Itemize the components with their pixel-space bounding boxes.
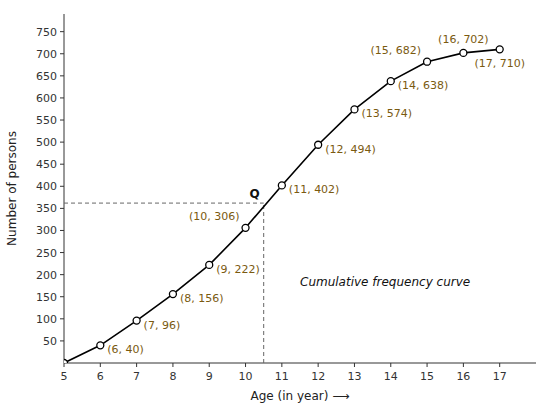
x-tick xyxy=(354,363,355,367)
point-marker xyxy=(242,224,249,231)
x-tick-label: 14 xyxy=(384,370,398,383)
y-tick-label: 350 xyxy=(36,202,57,215)
y-axis-label: Number of persons xyxy=(5,131,19,246)
guide-line-vertical xyxy=(263,203,264,363)
point-marker xyxy=(206,261,213,268)
data-label: (15, 682) xyxy=(370,44,421,57)
x-tick xyxy=(390,363,391,367)
x-tick-label: 11 xyxy=(275,370,289,383)
y-tick-label: 100 xyxy=(36,313,57,326)
y-tick xyxy=(60,208,64,209)
plot-area xyxy=(64,46,503,363)
y-tick-label: 750 xyxy=(36,26,57,39)
guide-line-horizontal xyxy=(64,203,264,204)
x-tick xyxy=(281,363,282,367)
data-label: (8, 156) xyxy=(180,292,224,305)
y-tick xyxy=(60,274,64,275)
data-label: (12, 494) xyxy=(325,143,376,156)
x-tick-label: 9 xyxy=(206,370,213,383)
x-tick-label: 16 xyxy=(456,370,470,383)
x-axis-label: Age (in year) ⟶ xyxy=(251,389,350,403)
y-tick-label: 400 xyxy=(36,180,57,193)
y-tick-label: 200 xyxy=(36,269,57,282)
y-tick xyxy=(60,75,64,76)
y-tick xyxy=(60,142,64,143)
y-tick xyxy=(60,230,64,231)
y-tick-label: 450 xyxy=(36,158,57,171)
x-tick xyxy=(136,363,137,367)
texts: Q Cumulative frequency curve (6, 40)(7, 96… xyxy=(107,33,525,356)
axes: 5 6 7 8 9 10 11 12 13 14 15 16 17 50 100 150 200 250 300 35… xyxy=(36,14,536,383)
y-tick xyxy=(60,252,64,253)
data-label: (9, 222) xyxy=(216,263,260,276)
data-label: (7, 96) xyxy=(144,319,181,332)
y-tick xyxy=(60,296,64,297)
point-marker xyxy=(133,317,140,324)
y-tick xyxy=(60,340,64,341)
y-tick-label: 650 xyxy=(36,70,57,83)
y-tick xyxy=(60,186,64,187)
x-tick-label: 12 xyxy=(311,370,325,383)
chart-container: 5 6 7 8 9 10 11 12 13 14 15 16 17 50 100 150 200 250 300 35… xyxy=(0,0,550,409)
y-tick xyxy=(60,318,64,319)
x-tick-label: 13 xyxy=(347,370,361,383)
data-label: (11, 402) xyxy=(289,183,340,196)
data-label: (14, 638) xyxy=(398,79,449,92)
x-tick xyxy=(427,363,428,367)
y-tick-label: 250 xyxy=(36,247,57,260)
x-tick xyxy=(463,363,464,367)
point-marker xyxy=(460,49,467,56)
y-tick-label: 550 xyxy=(36,114,57,127)
x-tick-label: 8 xyxy=(169,370,176,383)
x-tick-label: 17 xyxy=(493,370,507,383)
point-marker xyxy=(169,291,176,298)
data-label: (6, 40) xyxy=(107,343,144,356)
point-marker xyxy=(97,342,104,349)
point-marker xyxy=(351,106,358,113)
point-marker xyxy=(315,141,322,148)
data-label: (10, 306) xyxy=(189,210,240,223)
x-tick-label: 7 xyxy=(133,370,140,383)
y-tick-label: 150 xyxy=(36,291,57,304)
x-tick xyxy=(499,363,500,367)
y-tick xyxy=(60,164,64,165)
data-label: (16, 702) xyxy=(438,33,489,46)
y-tick xyxy=(60,120,64,121)
y-tick xyxy=(60,31,64,32)
x-tick-label: 6 xyxy=(97,370,104,383)
point-marker xyxy=(64,360,68,364)
point-marker xyxy=(424,58,431,65)
x-tick-label: 5 xyxy=(61,370,68,383)
point-marker xyxy=(387,78,394,85)
y-tick-label: 300 xyxy=(36,224,57,237)
y-tick-label: 600 xyxy=(36,92,57,105)
x-tick-label: 15 xyxy=(420,370,434,383)
x-tick xyxy=(245,363,246,367)
x-tick xyxy=(100,363,101,367)
y-tick-label: 50 xyxy=(43,335,57,348)
y-tick-label: 700 xyxy=(36,48,57,61)
y-axis-line xyxy=(64,14,65,363)
x-axis-line xyxy=(64,363,536,364)
x-tick xyxy=(318,363,319,367)
x-tick xyxy=(64,363,65,367)
x-tick xyxy=(172,363,173,367)
annotation: Q xyxy=(249,187,259,201)
point-marker xyxy=(496,46,503,53)
x-tick xyxy=(209,363,210,367)
y-tick xyxy=(60,53,64,54)
curve-label: Cumulative frequency curve xyxy=(300,275,470,289)
data-label: (17, 710) xyxy=(474,57,525,70)
chart: 5 6 7 8 9 10 11 12 13 14 15 16 17 50 100 150 200 250 300 35… xyxy=(0,0,550,409)
x-tick-label: 10 xyxy=(239,370,253,383)
y-tick xyxy=(60,97,64,98)
y-tick-label: 500 xyxy=(36,136,57,149)
point-marker xyxy=(278,182,285,189)
data-label: (13, 574) xyxy=(361,107,412,120)
line xyxy=(64,49,500,363)
